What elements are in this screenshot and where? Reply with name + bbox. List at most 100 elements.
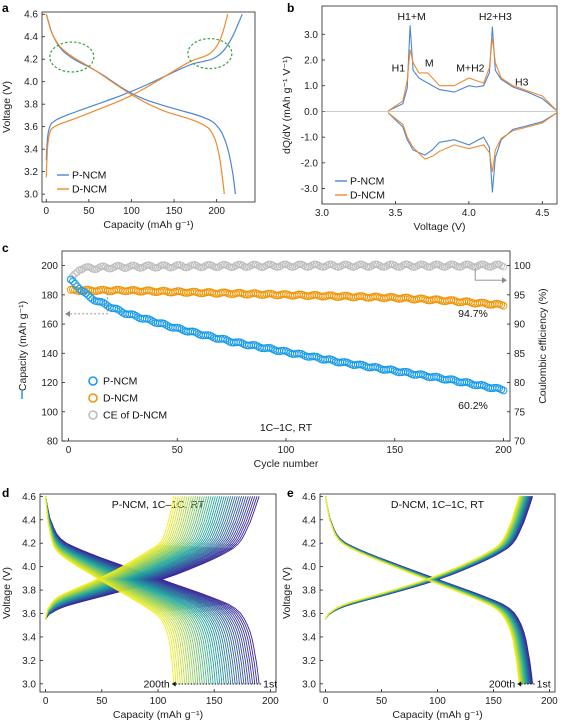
data-point — [143, 261, 151, 269]
y-axis-label: Capacity (mAh g⁻¹) — [17, 301, 29, 391]
y-tick-label: 4.6 — [22, 492, 36, 503]
x-tick-label: 100 — [150, 696, 167, 707]
plot-frame — [41, 11, 256, 203]
plot-c: 0 50 100 150 2008010012014016018020070758085… — [17, 250, 549, 470]
plot-b: 3.0 3.5 4.0 4.5 -3.0 -2.0 -1.0 0.0 1.0 2.0 3.0 Volt… — [281, 5, 558, 233]
discharge-curve — [325, 496, 530, 684]
discharge-curve — [325, 496, 525, 684]
x-tick-label: 0 — [66, 445, 72, 456]
y-tick-label: 3.6 — [302, 609, 316, 620]
panel-label-c: c — [2, 241, 9, 255]
discharge-curve — [325, 496, 523, 684]
dqdv-d-ncm-charge — [387, 36, 558, 112]
discharge-curve — [325, 496, 529, 684]
y-tick-label: 2.0 — [304, 56, 318, 67]
data-point — [71, 270, 79, 278]
panel-d: d 0 50 100 150 200 3.0 3.2 3.4 3.6 3.8 4.0 4.2 4.4 4.… — [1, 486, 279, 721]
y2-tick-label: 70 — [514, 437, 526, 448]
data-point — [325, 260, 334, 268]
y-axis-label: Voltage (V) — [1, 567, 13, 619]
last-cycle-label: 200th — [489, 679, 515, 691]
y-tick-label: 3.4 — [302, 632, 316, 643]
data-point — [310, 260, 318, 268]
x-tick-label: 100 — [278, 445, 295, 456]
legend-text: D-NCM — [103, 393, 138, 405]
cycle-curves — [325, 496, 534, 684]
y-tick-label: 4.2 — [24, 55, 38, 66]
y-tick-label: 3.2 — [302, 656, 316, 667]
legend-marker — [88, 410, 98, 420]
discharge-curve — [325, 496, 526, 684]
y-tick-label: 3.2 — [24, 167, 38, 178]
x-tick-label: 3.5 — [388, 208, 402, 219]
y-tick-label: 3.8 — [302, 586, 316, 597]
data-point — [204, 261, 212, 269]
right-arrow-head — [502, 277, 507, 284]
plot-e: 0 50 100 150 200 3.0 3.2 3.4 3.6 3.8 4.0 4.2 4.4 4.6 C… — [281, 492, 558, 721]
legend-d-ncm-text: D-NCM — [350, 190, 385, 202]
discharge-curve — [325, 496, 531, 684]
data-point — [88, 295, 97, 304]
y-tick-label: 100 — [41, 407, 58, 418]
x-tick-label: 0 — [43, 696, 49, 707]
discharge-curve — [325, 496, 526, 684]
data-point — [132, 312, 140, 320]
y-tick-label: 200 — [41, 261, 58, 272]
panel-label-e: e — [287, 486, 294, 500]
curve-d-ncm-charge — [45, 14, 229, 178]
data-point — [147, 316, 156, 325]
charge-curve — [45, 496, 175, 620]
discharge-curve — [45, 496, 175, 684]
x-tick-label: 200 — [208, 206, 225, 217]
dqdv-d-ncm-discharge — [387, 112, 558, 172]
y-tick-label: 3.4 — [24, 145, 38, 156]
data-point — [127, 261, 136, 270]
y-tick-label: 3.0 — [302, 679, 316, 690]
data-point — [73, 282, 82, 291]
series-p-ncm — [66, 275, 508, 395]
plot-frame — [321, 5, 558, 205]
data-point — [280, 260, 288, 268]
legend-p-ncm-text: P-NCM — [350, 176, 384, 188]
cycle-curves — [45, 496, 260, 684]
y-tick-label: 4.0 — [302, 562, 316, 573]
discharge-curve — [325, 496, 524, 684]
discharge-curve — [325, 496, 533, 684]
legend-marker — [88, 376, 98, 386]
discharge-curve — [325, 496, 525, 684]
plot-a: 0 50 100 150 200 3.0 3.2 3.4 3.6 3.8 4.0 4.2 4.4 4.6 C… — [1, 10, 256, 231]
first-cycle-label: 1st — [537, 679, 551, 691]
panel-a: a 0 50 100 150 200 3.0 3.2 3.4 3.6 3.8 4.0 4.2 4.4 4.… — [1, 1, 256, 231]
discharge-curve — [325, 496, 533, 684]
x-tick-label: 150 — [206, 696, 223, 707]
data-point — [234, 260, 242, 269]
y-tick-label: 3.0 — [24, 190, 38, 201]
y-tick-label: 4.0 — [22, 562, 36, 573]
data-point — [249, 260, 258, 269]
x-tick-label: 150 — [485, 696, 502, 707]
left-axis-indicator — [70, 293, 109, 315]
data-point — [82, 289, 90, 298]
panel-e: e 0 50 100 150 200 3.0 3.2 3.4 3.6 3.8 4.0 4.2 4.4 4.… — [281, 486, 558, 721]
discharge-curve — [325, 496, 520, 684]
panel-label-b: b — [287, 1, 294, 15]
discharge-curve — [325, 496, 528, 684]
y-tick-label: 4.4 — [302, 515, 316, 526]
y-tick-label: 0.0 — [304, 107, 318, 118]
x-tick-label: 150 — [386, 445, 403, 456]
data-point — [499, 386, 508, 395]
discharge-curve — [325, 496, 522, 684]
y2-tick-label: 80 — [514, 378, 526, 389]
panel-b: b 3.0 3.5 4.0 4.5 -3.0 -2.0 -1.0 0.0 1.0 2.0 3.0 Vo… — [281, 1, 558, 233]
curve-d-ncm-discharge — [45, 14, 225, 195]
legend-d-ncm-text: D-NCM — [72, 184, 107, 196]
data-point — [295, 260, 303, 268]
y-tick-label: 4.2 — [302, 539, 316, 550]
highlight-ellipse-1 — [49, 41, 95, 73]
first-cycle-label: 1st — [263, 679, 277, 691]
data-point — [260, 263, 268, 271]
y2-axis-label: Coulombic efficiency (%) — [537, 288, 549, 403]
data-point — [397, 262, 405, 271]
y2-tick-label: 90 — [514, 320, 526, 331]
x-tick-label: 4.0 — [462, 208, 476, 219]
